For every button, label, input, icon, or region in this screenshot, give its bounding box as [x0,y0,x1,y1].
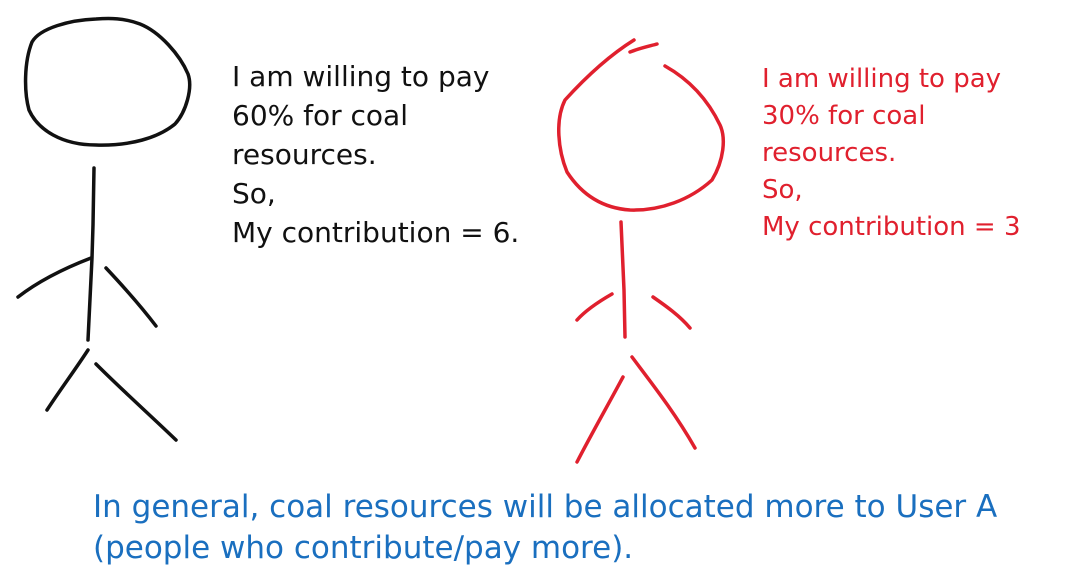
stick-figure-a [16,16,192,442]
figure-b-body [619,220,627,339]
person-a-note: I am willing to pay 60% for coal resourc… [232,57,519,252]
person-a-note-line: My contribution = 6. [232,216,520,249]
person-b-note-line: My contribution = 3 [762,212,1021,242]
figure-a-left-arm [16,256,93,299]
person-b-note-line: I am willing to pay [762,64,1002,94]
person-b-note-line: resources. [762,138,897,168]
figure-a-body [86,166,96,342]
conclusion-text: In general, coal resources will be alloc… [93,487,997,569]
figure-b-left-leg [575,375,625,464]
figure-a-head [23,16,192,147]
figure-a-right-arm [104,266,158,328]
person-a-note-line: I am willing to pay [232,60,490,93]
conclusion-line: (people who contribute/pay more). [93,530,634,566]
figure-b-right-arm [651,295,692,330]
figure-b-right-leg [630,355,697,450]
figure-a-right-leg [94,362,178,442]
figure-a-left-leg [45,348,90,412]
person-b-note-line: So, [762,175,803,205]
conclusion-line: In general, coal resources will be alloc… [93,489,998,525]
person-b-note: I am willing to pay 30% for coal resourc… [762,61,1021,246]
person-a-note-line: 60% for coal [232,99,408,132]
person-a-note-line: So, [232,177,276,210]
figure-b-head-gap-stroke [628,42,659,54]
figure-b-left-arm [575,292,614,322]
figure-b-head-left [557,38,726,212]
person-a-note-line: resources. [232,138,377,171]
person-b-note-line: 30% for coal [762,101,926,131]
stick-figure-b [557,38,726,464]
